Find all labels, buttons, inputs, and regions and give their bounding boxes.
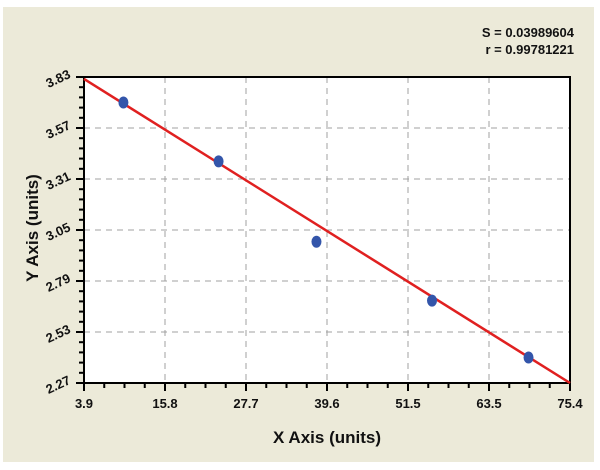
x-tick-label: 63.5 [476, 396, 501, 411]
x-tick-label: 3.9 [75, 396, 93, 411]
data-point [523, 351, 534, 364]
y-tick-label: 3.05 [43, 219, 72, 243]
x-axis-title: X Axis (units) [273, 428, 381, 447]
correlation-label: r = 0.99781221 [485, 42, 574, 57]
x-tick-label: 51.5 [395, 396, 420, 411]
y-tick-label: 2.27 [43, 372, 72, 396]
y-tick-label: 2.79 [43, 270, 72, 294]
y-axis-title: Y Axis (units) [23, 174, 42, 282]
y-tick-label: 3.57 [43, 117, 72, 141]
y-tick-label: 2.53 [43, 321, 72, 345]
standard-error-label: S = 0.03989604 [481, 25, 574, 40]
data-point [213, 155, 224, 168]
x-tick-label: 75.4 [557, 396, 583, 411]
fit-statistics: S = 0.03989604 r = 0.99781221 [482, 24, 574, 58]
y-tick-label: 3.83 [43, 66, 72, 90]
regression-line [83, 77, 571, 385]
data-point [311, 235, 322, 248]
y-tick-label: 3.31 [43, 168, 72, 192]
x-tick-label: 15.8 [152, 396, 177, 411]
x-tick-label: 39.6 [314, 396, 339, 411]
data-point [118, 96, 129, 109]
data-point [427, 294, 438, 307]
x-tick-label: 27.7 [233, 396, 258, 411]
